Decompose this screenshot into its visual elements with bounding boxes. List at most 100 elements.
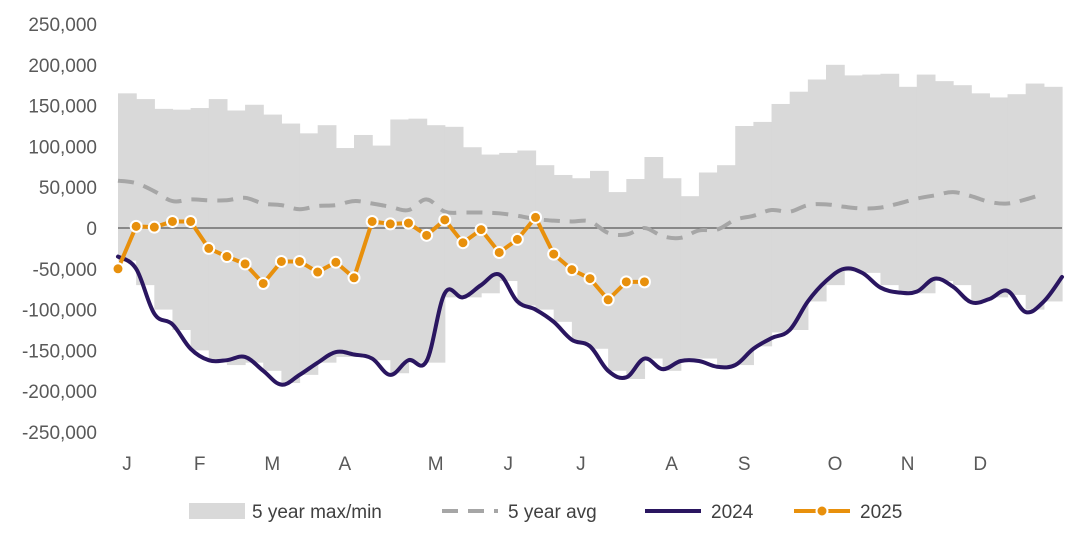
y-tick-label: -150,000 [22,341,97,362]
x-tick-label: M [264,454,280,475]
y-tick-label: -100,000 [22,301,97,322]
series-2025-point [238,257,252,271]
band-column [226,110,246,366]
band-layer [118,64,1063,384]
series-2025-point [147,220,161,234]
band-column [626,179,646,379]
legend-label: 2024 [711,502,754,523]
band-column [735,126,754,366]
x-tick-label: J [122,454,132,475]
band-column [481,154,500,294]
series-2025-point [365,214,379,228]
y-tick-label: 50,000 [39,178,97,199]
series-2025-point [637,275,651,289]
band-column [989,97,1009,298]
band-column [698,172,718,359]
x-tick-label: O [828,454,843,475]
band-column [190,108,210,351]
band-column [408,118,428,363]
band-column [717,165,736,367]
series-2025-point [184,214,198,228]
band-column [208,99,228,363]
series-5-year-avg-line [117,178,1045,241]
y-tick-label: 250,000 [28,15,97,36]
series-2025-point [256,276,270,290]
series-2025-point [529,210,543,224]
band-column [826,64,845,286]
legend: 5 year max/min 5 year avg 2024 2025 [189,502,902,523]
legend-swatch-marker [815,504,829,518]
x-tick-label: M [428,454,444,475]
series-2025-point [510,232,524,246]
band-column [245,104,264,363]
y-tick-label: 200,000 [28,56,97,77]
band-column [880,73,900,286]
x-tick-label: S [738,454,751,475]
band-column [462,147,482,298]
series-2025-point [420,228,434,242]
series-2025-point [202,241,216,255]
y-tick-label: 0 [86,219,97,240]
x-tick-label: A [339,454,352,475]
series-2025-point [492,245,506,259]
series-2025-point [111,262,125,276]
band-column [1007,94,1027,295]
legend-label: 5 year avg [508,502,597,523]
x-tick-label: D [973,454,987,475]
series-2025-point [565,263,579,277]
band-column [372,145,391,361]
line-2024-layer [116,254,1064,387]
band-column [590,170,609,349]
band-column [898,86,918,294]
series-2025-point [347,271,361,285]
band-column [771,103,791,333]
series-2025-point [474,223,488,237]
legend-label: 2025 [860,502,902,523]
legend-item: 2025 [794,502,902,523]
legend-item: 5 year avg [442,502,597,523]
series-2025-point [165,214,179,228]
band-column [644,157,664,359]
band-column [118,93,137,261]
series-2025-point [619,275,633,289]
legend-item: 5 year max/min [189,502,382,523]
x-tick-label: J [503,454,513,475]
x-tick-label: J [576,454,586,475]
series-2025-point [220,250,234,264]
band-column [807,79,827,302]
legend-label: 5 year max/min [252,502,382,523]
series-2025-point [329,255,343,269]
band-column [680,196,700,359]
y-tick-label: 100,000 [28,137,97,158]
band-column [934,81,954,282]
band-column [317,125,337,363]
avg-layer [117,178,1045,241]
band-column [263,114,282,371]
band-column [753,121,773,347]
band-column [299,133,319,375]
x-tick-label: F [194,454,206,475]
band-column [499,152,518,282]
x-tick-label: A [665,454,678,475]
band-column [789,91,809,330]
series-2025-point [601,293,615,307]
series-2024-line [116,254,1064,387]
series-2025-point [401,216,415,230]
series-2025-point [293,254,307,268]
series-2025-point [129,219,143,233]
series-2025-point [456,236,470,250]
legend-swatch-band [189,503,245,519]
series-2025-point [583,272,597,286]
series-2025-point [274,254,288,268]
band-column [844,75,863,272]
y-tick-label: 150,000 [28,97,97,118]
band-column [390,119,410,374]
band-column [953,85,972,286]
y-axis: 250,000 200,000 150,000 100,000 50,000 0 -50,0… [22,15,97,444]
legend-item: 2024 [645,502,754,523]
band-column [916,74,936,294]
line-2025-layer [111,210,651,307]
series-2025-point [438,213,452,227]
